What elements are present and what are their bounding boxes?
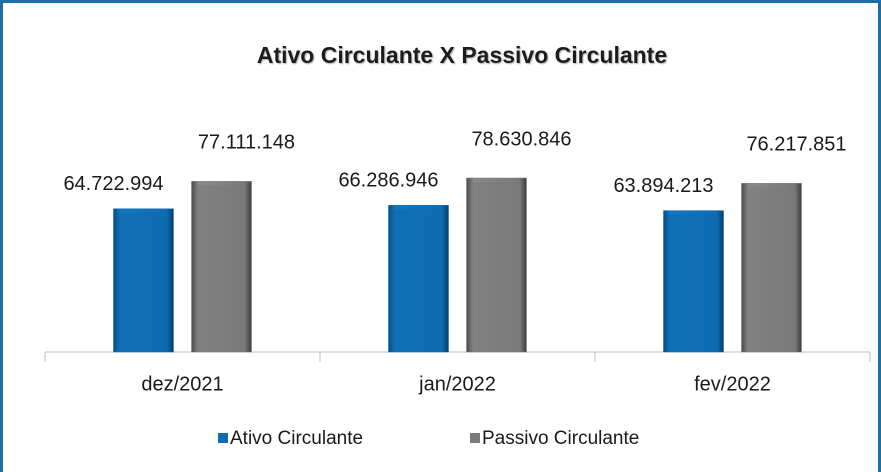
chart-title: Ativo Circulante X Passivo Circulante xyxy=(257,42,667,68)
legend-label: Ativo Circulante xyxy=(230,428,363,449)
bar-bevel xyxy=(668,214,719,352)
legend-swatch xyxy=(470,433,480,443)
bar-bevel xyxy=(393,209,444,352)
data-label: 64.722.994 xyxy=(63,173,163,195)
data-label: 77.111.148 xyxy=(198,132,295,154)
x-tick-label: fev/2022 xyxy=(694,373,771,395)
data-label: 76.217.851 xyxy=(746,134,846,156)
data-label: 78.630.846 xyxy=(471,128,571,150)
legend-swatch xyxy=(218,433,228,443)
bar-bevel xyxy=(196,185,247,352)
data-label: 66.286.946 xyxy=(338,170,438,192)
bar-bevel xyxy=(118,212,169,352)
x-tick-label: dez/2021 xyxy=(141,373,223,395)
data-label: 63.894.213 xyxy=(613,175,713,197)
legend-label: Passivo Circulante xyxy=(482,428,639,449)
x-tick-label: jan/2022 xyxy=(418,373,496,395)
bar-bevel xyxy=(471,182,522,352)
bar-bevel xyxy=(746,187,797,352)
